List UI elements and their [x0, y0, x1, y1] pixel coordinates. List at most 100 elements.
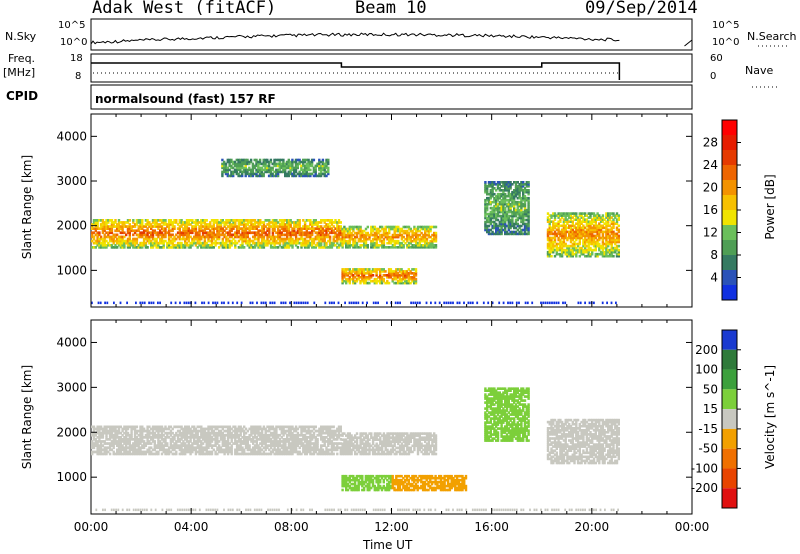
velocity-echo-cell-0 — [226, 452, 230, 456]
power-echo-cell-1 — [420, 227, 423, 231]
velocity-echo-cell-0 — [187, 429, 190, 433]
velocity-echo-cell-0 — [269, 446, 273, 450]
power-echo-cell-2 — [407, 281, 410, 285]
power-echo-cell-5 — [584, 218, 587, 221]
velocity-echo-cell-0 — [219, 431, 223, 435]
power-echo-cell-2 — [370, 279, 373, 283]
power-echo-cell-5 — [596, 224, 599, 228]
power-echo-cell-0 — [141, 225, 144, 228]
power-echo-cell-4 — [522, 218, 525, 222]
power-echo-cell-3 — [226, 174, 229, 178]
power-echo-cell-1 — [395, 241, 398, 245]
power-echo-cell-0 — [266, 235, 269, 239]
power-echo-cell-0 — [126, 229, 130, 233]
power-echo-cell-3 — [239, 160, 242, 164]
power-echo-cell-3 — [305, 172, 308, 176]
velocity-echo-cell-0 — [110, 431, 114, 435]
power-echo-cell-0 — [189, 243, 192, 247]
power-echo-cell-4 — [514, 214, 518, 218]
power-echo-cell-5 — [599, 250, 603, 254]
velocity-echo-cell-0 — [135, 431, 139, 435]
power-echo-cell-0 — [282, 225, 285, 228]
power-echo-cell-5 — [601, 246, 605, 250]
power-echo-cell-5 — [601, 250, 605, 254]
power-echo-cell-1 — [346, 239, 350, 243]
power-echo-cell-2 — [411, 279, 414, 283]
power-echo-cell-1 — [424, 229, 427, 233]
power-near-range-echo — [297, 301, 300, 305]
power-echo-cell-4 — [493, 200, 496, 204]
velocity-echo-cell-0 — [119, 425, 122, 429]
velocity-echo-cell-0 — [141, 433, 144, 437]
power-echo-cell-5 — [598, 232, 601, 236]
power-echo-cell-0 — [241, 233, 244, 237]
power-echo-cell-2 — [355, 270, 359, 273]
power-echo-cell-5 — [550, 250, 553, 254]
power-echo-cell-1 — [354, 235, 357, 239]
power-echo-cell-0 — [196, 239, 199, 243]
velocity-echo-cell-0 — [125, 450, 128, 454]
power-echo-cell-5 — [562, 224, 566, 228]
power-echo-cell-4 — [516, 216, 519, 220]
power-echo-cell-0 — [117, 221, 121, 224]
power-echo-cell-1 — [411, 231, 414, 235]
velocity-echo-cell-0 — [180, 446, 183, 450]
power-echo-cell-1 — [415, 244, 418, 247]
power-echo-cell-1 — [348, 225, 351, 229]
power-echo-cell-5 — [560, 212, 564, 215]
power-echo-cell-1 — [346, 227, 350, 231]
power-echo-cell-3 — [264, 160, 267, 164]
power-echo-cell-0 — [198, 233, 201, 237]
velocity-echo-cell-0 — [164, 427, 167, 431]
power-echo-cell-5 — [568, 252, 571, 256]
velocity-echo-cell-0 — [184, 444, 187, 447]
power-echo-cell-0 — [339, 229, 342, 233]
velocity-echo-cell-0 — [116, 436, 119, 439]
power-echo-cell-3 — [242, 170, 246, 174]
power-echo-cell-3 — [232, 170, 235, 174]
velocity-echo-cell-0 — [116, 431, 119, 435]
power-echo-cell-0 — [298, 223, 301, 226]
power-echo-cell-5 — [610, 244, 613, 248]
power-echo-cell-2 — [404, 272, 407, 275]
velocity-echo-cell-0 — [121, 452, 124, 456]
power-echo-cell-4 — [484, 216, 487, 220]
nsky-trace-end — [684, 39, 693, 47]
power-echo-cell-5 — [557, 224, 560, 228]
power-echo-cell-0 — [303, 231, 307, 235]
power-echo-cell-5 — [560, 246, 564, 250]
power-echo-cell-3 — [262, 158, 265, 162]
power-echo-cell-2 — [346, 274, 350, 277]
power-echo-cell-4 — [514, 181, 518, 184]
power-echo-cell-0 — [205, 243, 208, 247]
power-echo-cell-3 — [260, 170, 264, 174]
power-echo-cell-1 — [422, 244, 425, 247]
power-echo-cell-3 — [284, 172, 287, 176]
velocity-echo-cell-0 — [162, 440, 165, 443]
power-echo-cell-2 — [386, 279, 389, 283]
power-echo-cell-5 — [560, 234, 564, 238]
power-echo-cell-1 — [391, 246, 395, 249]
velocity-echo-cell-0 — [103, 427, 106, 431]
power-echo-cell-4 — [513, 189, 516, 192]
velocity-echo-cell-0 — [108, 425, 112, 429]
power-echo-cell-1 — [416, 233, 420, 237]
power-near-range-echo — [150, 301, 153, 305]
velocity-echo-cell-0 — [244, 442, 248, 445]
power-echo-cell-2 — [341, 276, 344, 279]
power-echo-cell-5 — [596, 234, 599, 238]
velocity-echo-cell-0 — [141, 440, 144, 443]
power-echo-cell-2 — [368, 270, 371, 273]
power-echo-cell-4 — [522, 228, 525, 232]
power-echo-cell-0 — [246, 223, 249, 226]
power-echo-cell-0 — [223, 241, 226, 245]
power-echo-cell-0 — [255, 233, 258, 237]
power-echo-cell-0 — [205, 235, 208, 239]
power-echo-cell-4 — [484, 181, 487, 184]
velocity-echo-cell-0 — [103, 440, 106, 443]
power-echo-cell-5 — [578, 226, 581, 230]
power-echo-cell-0 — [287, 219, 291, 222]
power-echo-cell-0 — [155, 225, 158, 228]
power-echo-cell-0 — [320, 231, 323, 235]
power-echo-cell-2 — [346, 268, 350, 271]
